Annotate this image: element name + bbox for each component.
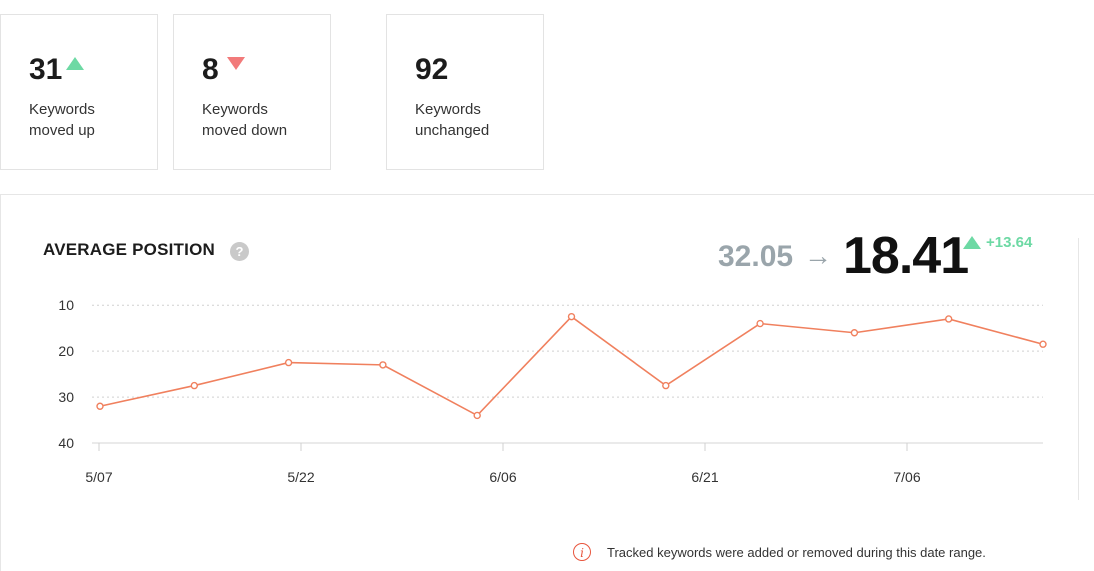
- x-tick-label: 6/21: [691, 469, 718, 485]
- x-tick-label: 7/06: [893, 469, 920, 485]
- data-point: [945, 315, 953, 323]
- data-point: [756, 319, 764, 328]
- data-point: [379, 361, 387, 369]
- stat-card-moved-down: 8 Keywords moved down: [173, 14, 331, 170]
- arrow-up-icon: [963, 236, 981, 249]
- info-icon: i: [573, 543, 591, 561]
- stat-value: 92: [415, 53, 449, 86]
- data-point: [662, 381, 670, 390]
- stat-label: Keywords moved up: [29, 101, 95, 139]
- stat-card-moved-up: 31 Keywords moved up: [0, 14, 158, 170]
- stat-card-unchanged: 92 Keywords unchanged: [386, 14, 544, 170]
- x-tick-label: 5/22: [287, 469, 314, 485]
- arrow-down-icon: [227, 57, 245, 70]
- stat-label: Keywords moved down: [202, 101, 288, 139]
- x-tick-label: 6/06: [489, 469, 516, 485]
- data-point: [473, 411, 481, 420]
- y-tick-label: 40: [58, 435, 74, 451]
- series-line: [99, 315, 1044, 417]
- help-icon[interactable]: ?: [230, 242, 249, 261]
- position-from: 32.05: [718, 240, 794, 273]
- position-to: 18.41: [843, 227, 969, 285]
- panel-border: [0, 195, 1, 571]
- arrow-right-icon: →: [804, 240, 832, 271]
- arrow-up-icon: [66, 57, 84, 70]
- data-point: [96, 402, 104, 410]
- panel-border: [1078, 238, 1079, 500]
- data-point: [850, 329, 859, 337]
- data-point: [284, 358, 293, 367]
- data-point: [567, 312, 576, 321]
- position-delta: +13.64: [986, 234, 1033, 251]
- data-point: [190, 381, 199, 390]
- stat-value: 31: [29, 53, 63, 86]
- stat-label: Keywords unchanged: [415, 101, 490, 139]
- y-tick-label: 10: [58, 297, 74, 313]
- stat-value: 8: [202, 53, 219, 86]
- section-divider: [0, 194, 1094, 195]
- data-point: [1039, 340, 1047, 348]
- x-tick-label: 5/07: [85, 469, 112, 485]
- y-tick-label: 30: [58, 389, 74, 405]
- y-tick-label: 20: [58, 343, 74, 359]
- notice-text: Tracked keywords were added or removed d…: [607, 545, 986, 560]
- chart-title: AVERAGE POSITION: [43, 240, 215, 259]
